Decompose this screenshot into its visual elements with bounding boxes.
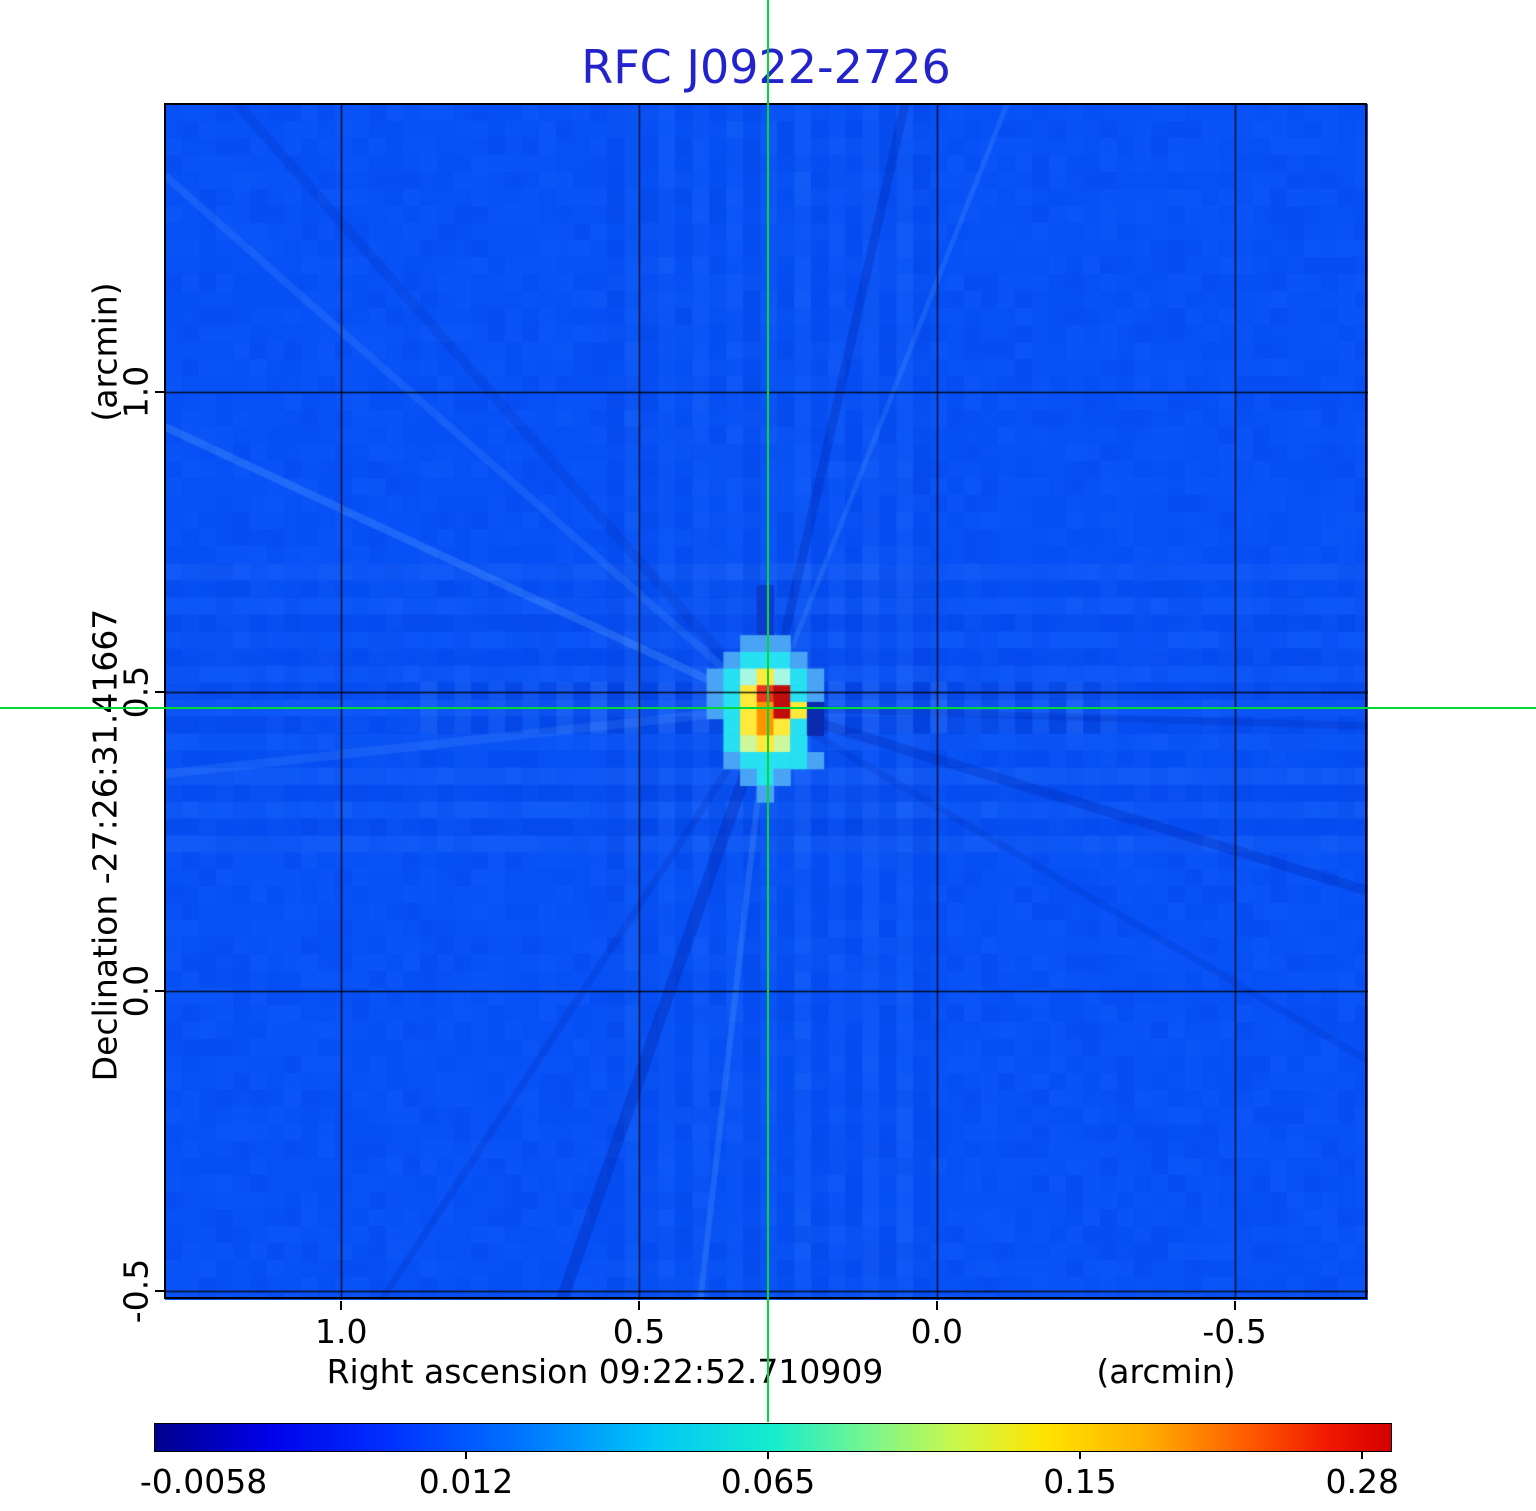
x-tick-mark [1233,1301,1236,1310]
colorbar [154,1423,1392,1452]
plot-title: RFC J0922-2726 [581,40,951,94]
x-tick-label: 1.0 [315,1312,368,1351]
x-axis-unit-label: (arcmin) [1096,1352,1236,1391]
x-tick-label: 0.5 [612,1312,666,1351]
y-tick-mark [155,690,164,693]
y-tick-mark [155,1290,164,1292]
colorbar-tick-label: -0.0058 [139,1462,268,1501]
x-tick-mark [638,1301,641,1310]
x-tick-label: -0.5 [1202,1312,1267,1351]
crosshair-horizontal [0,706,1536,709]
x-tick-mark [935,1301,938,1310]
y-axis-unit-label: (arcmin) [85,282,125,422]
colorbar-tick-mark [767,1452,770,1459]
colorbar-tick-mark [464,1452,467,1459]
colorbar-tick-label: 0.012 [418,1462,514,1501]
colorbar-tick-label: 0.15 [1043,1462,1117,1501]
y-tick-label: -0.5 [116,1258,156,1324]
colorbar-tick-mark [1361,1452,1364,1459]
y-tick-mark [155,390,164,393]
y-axis-label: Declination -27:26:31.41667 [85,608,125,1082]
colorbar-tick-label: 0.065 [720,1462,816,1501]
colorbar-tick-label: 0.28 [1325,1462,1400,1501]
x-tick-mark [340,1301,343,1310]
x-axis-label: Right ascension 09:22:52.710909 [326,1352,884,1391]
y-tick-mark [155,990,164,993]
sky-map [165,104,1368,1300]
sky-map-canvas [165,104,1368,1300]
colorbar-tick-mark [1079,1452,1082,1459]
x-tick-label: 0.0 [910,1312,964,1351]
crosshair-vertical [767,0,770,1422]
